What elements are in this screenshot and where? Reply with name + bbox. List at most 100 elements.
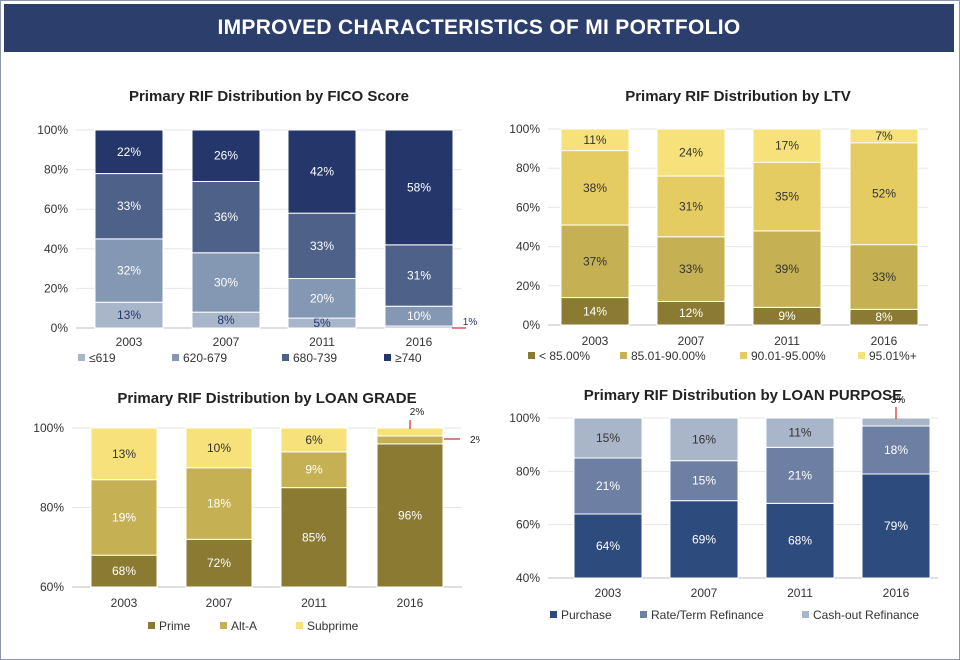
fico-y-tick: 60% [44, 202, 68, 216]
fico-x-tick: 2011 [309, 335, 335, 349]
fico-legend-swatch [78, 354, 85, 361]
ltv-bar-2011-1 [752, 230, 822, 308]
purpose-data-label: 21% [596, 479, 620, 493]
grade-x-tick: 2016 [397, 596, 424, 610]
fico-data-label: 26% [214, 149, 238, 163]
ltv-y-tick: 0% [523, 318, 541, 332]
ltv-legend-label: 95.01%+ [869, 349, 917, 363]
purpose-legend-label: Cash-out Refinance [813, 608, 919, 622]
purpose-legend-label: Purchase [561, 608, 612, 622]
fico-bar-2011-3 [287, 129, 357, 214]
grade-legend-swatch [148, 622, 155, 629]
fico-data-label: 42% [310, 165, 334, 179]
grade-y-tick: 80% [40, 501, 64, 515]
fico-data-label: 58% [407, 180, 431, 194]
grade-outside-label: 2% [470, 435, 480, 446]
fico-legend-swatch [172, 354, 179, 361]
fico-bar-2016-3 [384, 129, 454, 246]
ltv-bar-2016-3 [849, 128, 919, 144]
ltv-bar-2003-3 [560, 128, 630, 152]
ltv-bar-2007-1 [656, 236, 726, 302]
fico-outside-label: 1% [463, 317, 478, 328]
purpose-x-tick: 2011 [787, 586, 813, 600]
ltv-x-tick: 2003 [582, 334, 609, 348]
fico-bar-2003-1 [94, 238, 164, 303]
ltv-bar-2016-2 [849, 142, 919, 246]
grade-x-tick: 2011 [301, 596, 327, 610]
grade-legend-label: Prime [159, 619, 191, 633]
ltv-y-tick: 60% [516, 200, 540, 214]
grade-data-label: 85% [302, 530, 326, 544]
grade-bar-2016-0 [376, 443, 444, 588]
purpose-x-tick: 2003 [595, 586, 622, 600]
ltv-y-tick: 20% [516, 279, 540, 293]
grade-y-tick: 100% [33, 421, 64, 435]
purpose-bar-2016-0 [861, 473, 931, 579]
ltv-x-tick: 2007 [678, 334, 705, 348]
ltv-bar-2003-0 [560, 297, 630, 326]
ltv-y-tick: 100% [509, 122, 540, 136]
grade-data-label: 68% [112, 564, 136, 578]
ltv-legend-swatch [620, 352, 627, 359]
ltv-data-label: 52% [872, 187, 896, 201]
fico-data-label: 36% [214, 210, 238, 224]
fico-data-label: 33% [117, 199, 141, 213]
fico-legend-label: 620-679 [183, 351, 227, 365]
ltv-data-label: 11% [583, 133, 606, 147]
grade-data-label: 6% [305, 433, 323, 447]
purpose-legend-label: Rate/Term Refinance [651, 608, 764, 622]
ltv-x-tick: 2016 [871, 334, 898, 348]
ltv-legend-label: < 85.00% [539, 349, 590, 363]
fico-legend-swatch [384, 354, 391, 361]
ltv-data-label: 35% [775, 190, 799, 204]
ltv-data-label: 14% [583, 304, 607, 318]
ltv-bar-2003-2 [560, 150, 630, 226]
grade-data-label: 10% [207, 441, 231, 455]
grade-y-tick: 60% [40, 580, 64, 594]
grade-data-label: 19% [112, 510, 136, 524]
fico-data-label: 8% [217, 313, 235, 327]
ltv-legend-label: 85.01-90.00% [631, 349, 706, 363]
ltv-data-label: 12% [679, 306, 703, 320]
purpose-legend-swatch [550, 611, 557, 618]
ltv-data-label: 7% [875, 129, 893, 143]
ltv-y-tick: 40% [516, 240, 540, 254]
purpose-bar-2003-2 [573, 417, 643, 459]
purpose-bar-2016-1 [861, 425, 931, 475]
ltv-bar-2003-1 [560, 224, 630, 299]
purpose-y-tick: 80% [516, 464, 540, 478]
ltv-bar-2011-3 [752, 128, 822, 163]
purpose-bar-2003-0 [573, 513, 643, 579]
ltv-legend-swatch [740, 352, 747, 359]
ltv-data-label: 33% [872, 270, 896, 284]
grade-data-label: 18% [207, 497, 231, 511]
ltv-data-label: 17% [775, 139, 799, 153]
grade-legend-label: Alt-A [231, 619, 257, 633]
fico-bar-2016-2 [384, 244, 454, 307]
purpose-data-label: 15% [596, 431, 620, 445]
ltv-title: Primary RIF Distribution by LTV [625, 88, 851, 105]
purpose-bar-2011-0 [765, 502, 835, 579]
fico-bar-2003-3 [94, 129, 164, 175]
grade-bar-2016-1 [376, 435, 444, 445]
ltv-data-label: 8% [875, 310, 893, 324]
fico-x-tick: 2007 [213, 335, 240, 349]
grade-bar-2003-0 [90, 554, 158, 588]
grade-bar-2011-2 [280, 427, 348, 453]
ltv-legend-swatch [528, 352, 535, 359]
ltv-x-tick: 2011 [774, 334, 800, 348]
fico-legend-label: ≥740 [395, 351, 422, 365]
fico-data-label: 22% [117, 145, 141, 159]
fico-data-label: 31% [407, 269, 431, 283]
purpose-data-label: 15% [692, 474, 716, 488]
purpose-x-tick: 2007 [691, 586, 718, 600]
fico-y-tick: 80% [44, 163, 68, 177]
grade-legend-label: Subprime [307, 619, 359, 633]
purpose-y-tick: 40% [516, 571, 540, 585]
ltv-legend-swatch [858, 352, 865, 359]
fico-data-label: 33% [310, 239, 334, 253]
fico-bar-2003-2 [94, 173, 164, 240]
fico-data-label: 10% [407, 309, 431, 323]
purpose-y-tick: 60% [516, 518, 540, 532]
purpose-bar-2011-2 [765, 417, 835, 448]
